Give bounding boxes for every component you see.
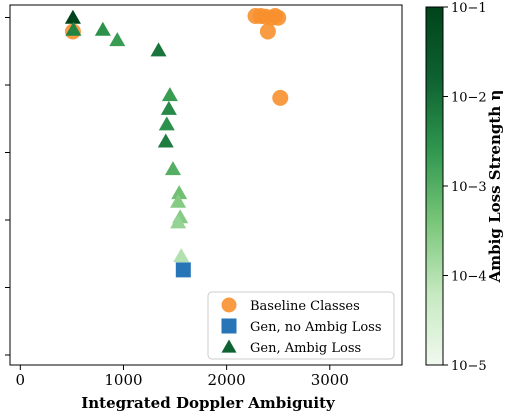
triangle-point bbox=[160, 100, 177, 115]
colorbar-strip bbox=[425, 6, 444, 366]
colorbar-tick-label: 10−2 bbox=[451, 91, 487, 106]
legend-label: Gen, Ambig Loss bbox=[250, 341, 361, 356]
series-circle bbox=[64, 8, 289, 106]
colorbar-title: Ambig Loss Strength η bbox=[486, 90, 504, 284]
colorbar-tick-label: 10−5 bbox=[451, 359, 487, 374]
series-triangle bbox=[64, 9, 190, 263]
colorbar-tick-label: 10−4 bbox=[451, 270, 487, 285]
x-axis: 0 1000 2000 3000 bbox=[16, 365, 349, 389]
triangle-point bbox=[64, 9, 81, 24]
series-square bbox=[175, 262, 191, 278]
x-tick-label: 3000 bbox=[311, 371, 349, 389]
legend-marker-circle bbox=[221, 297, 237, 313]
circle-point bbox=[270, 9, 287, 26]
triangle-point bbox=[109, 32, 126, 47]
legend: Baseline Classes Gen, no Ambig Loss Gen, A… bbox=[207, 291, 395, 360]
x-tick-label: 0 bbox=[16, 371, 26, 389]
triangle-point bbox=[65, 21, 82, 36]
triangle-point bbox=[170, 193, 187, 208]
x-tick-label: 1000 bbox=[104, 371, 142, 389]
triangle-point bbox=[158, 116, 175, 131]
triangle-point bbox=[164, 161, 181, 176]
legend-marker-triangle bbox=[221, 339, 237, 353]
x-tick-label: 2000 bbox=[208, 371, 246, 389]
circle-point bbox=[272, 89, 289, 106]
triangle-point bbox=[173, 248, 190, 263]
legend-marker-square bbox=[221, 318, 237, 334]
square-point bbox=[175, 262, 191, 278]
colorbar-tick-label: 10−3 bbox=[451, 180, 487, 195]
y-axis-ticks bbox=[5, 17, 10, 356]
legend-label: Gen, no Ambig Loss bbox=[250, 320, 382, 335]
circle-point bbox=[259, 23, 276, 40]
legend-box bbox=[207, 291, 395, 360]
legend-label: Baseline Classes bbox=[250, 299, 360, 314]
triangle-point bbox=[150, 42, 167, 57]
triangle-point bbox=[161, 87, 178, 102]
triangle-point bbox=[157, 133, 174, 148]
triangle-point bbox=[94, 21, 111, 36]
data-points bbox=[64, 8, 289, 278]
colorbar: 10−1 10−2 10−3 10−4 10−5 Ambig Loss Strength … bbox=[425, 1, 504, 374]
triangle-point bbox=[170, 214, 187, 229]
colorbar-tick-label: 10−1 bbox=[451, 1, 487, 16]
triangle-point bbox=[171, 185, 188, 200]
x-axis-title: Integrated Doppler Ambiguity bbox=[81, 394, 336, 412]
